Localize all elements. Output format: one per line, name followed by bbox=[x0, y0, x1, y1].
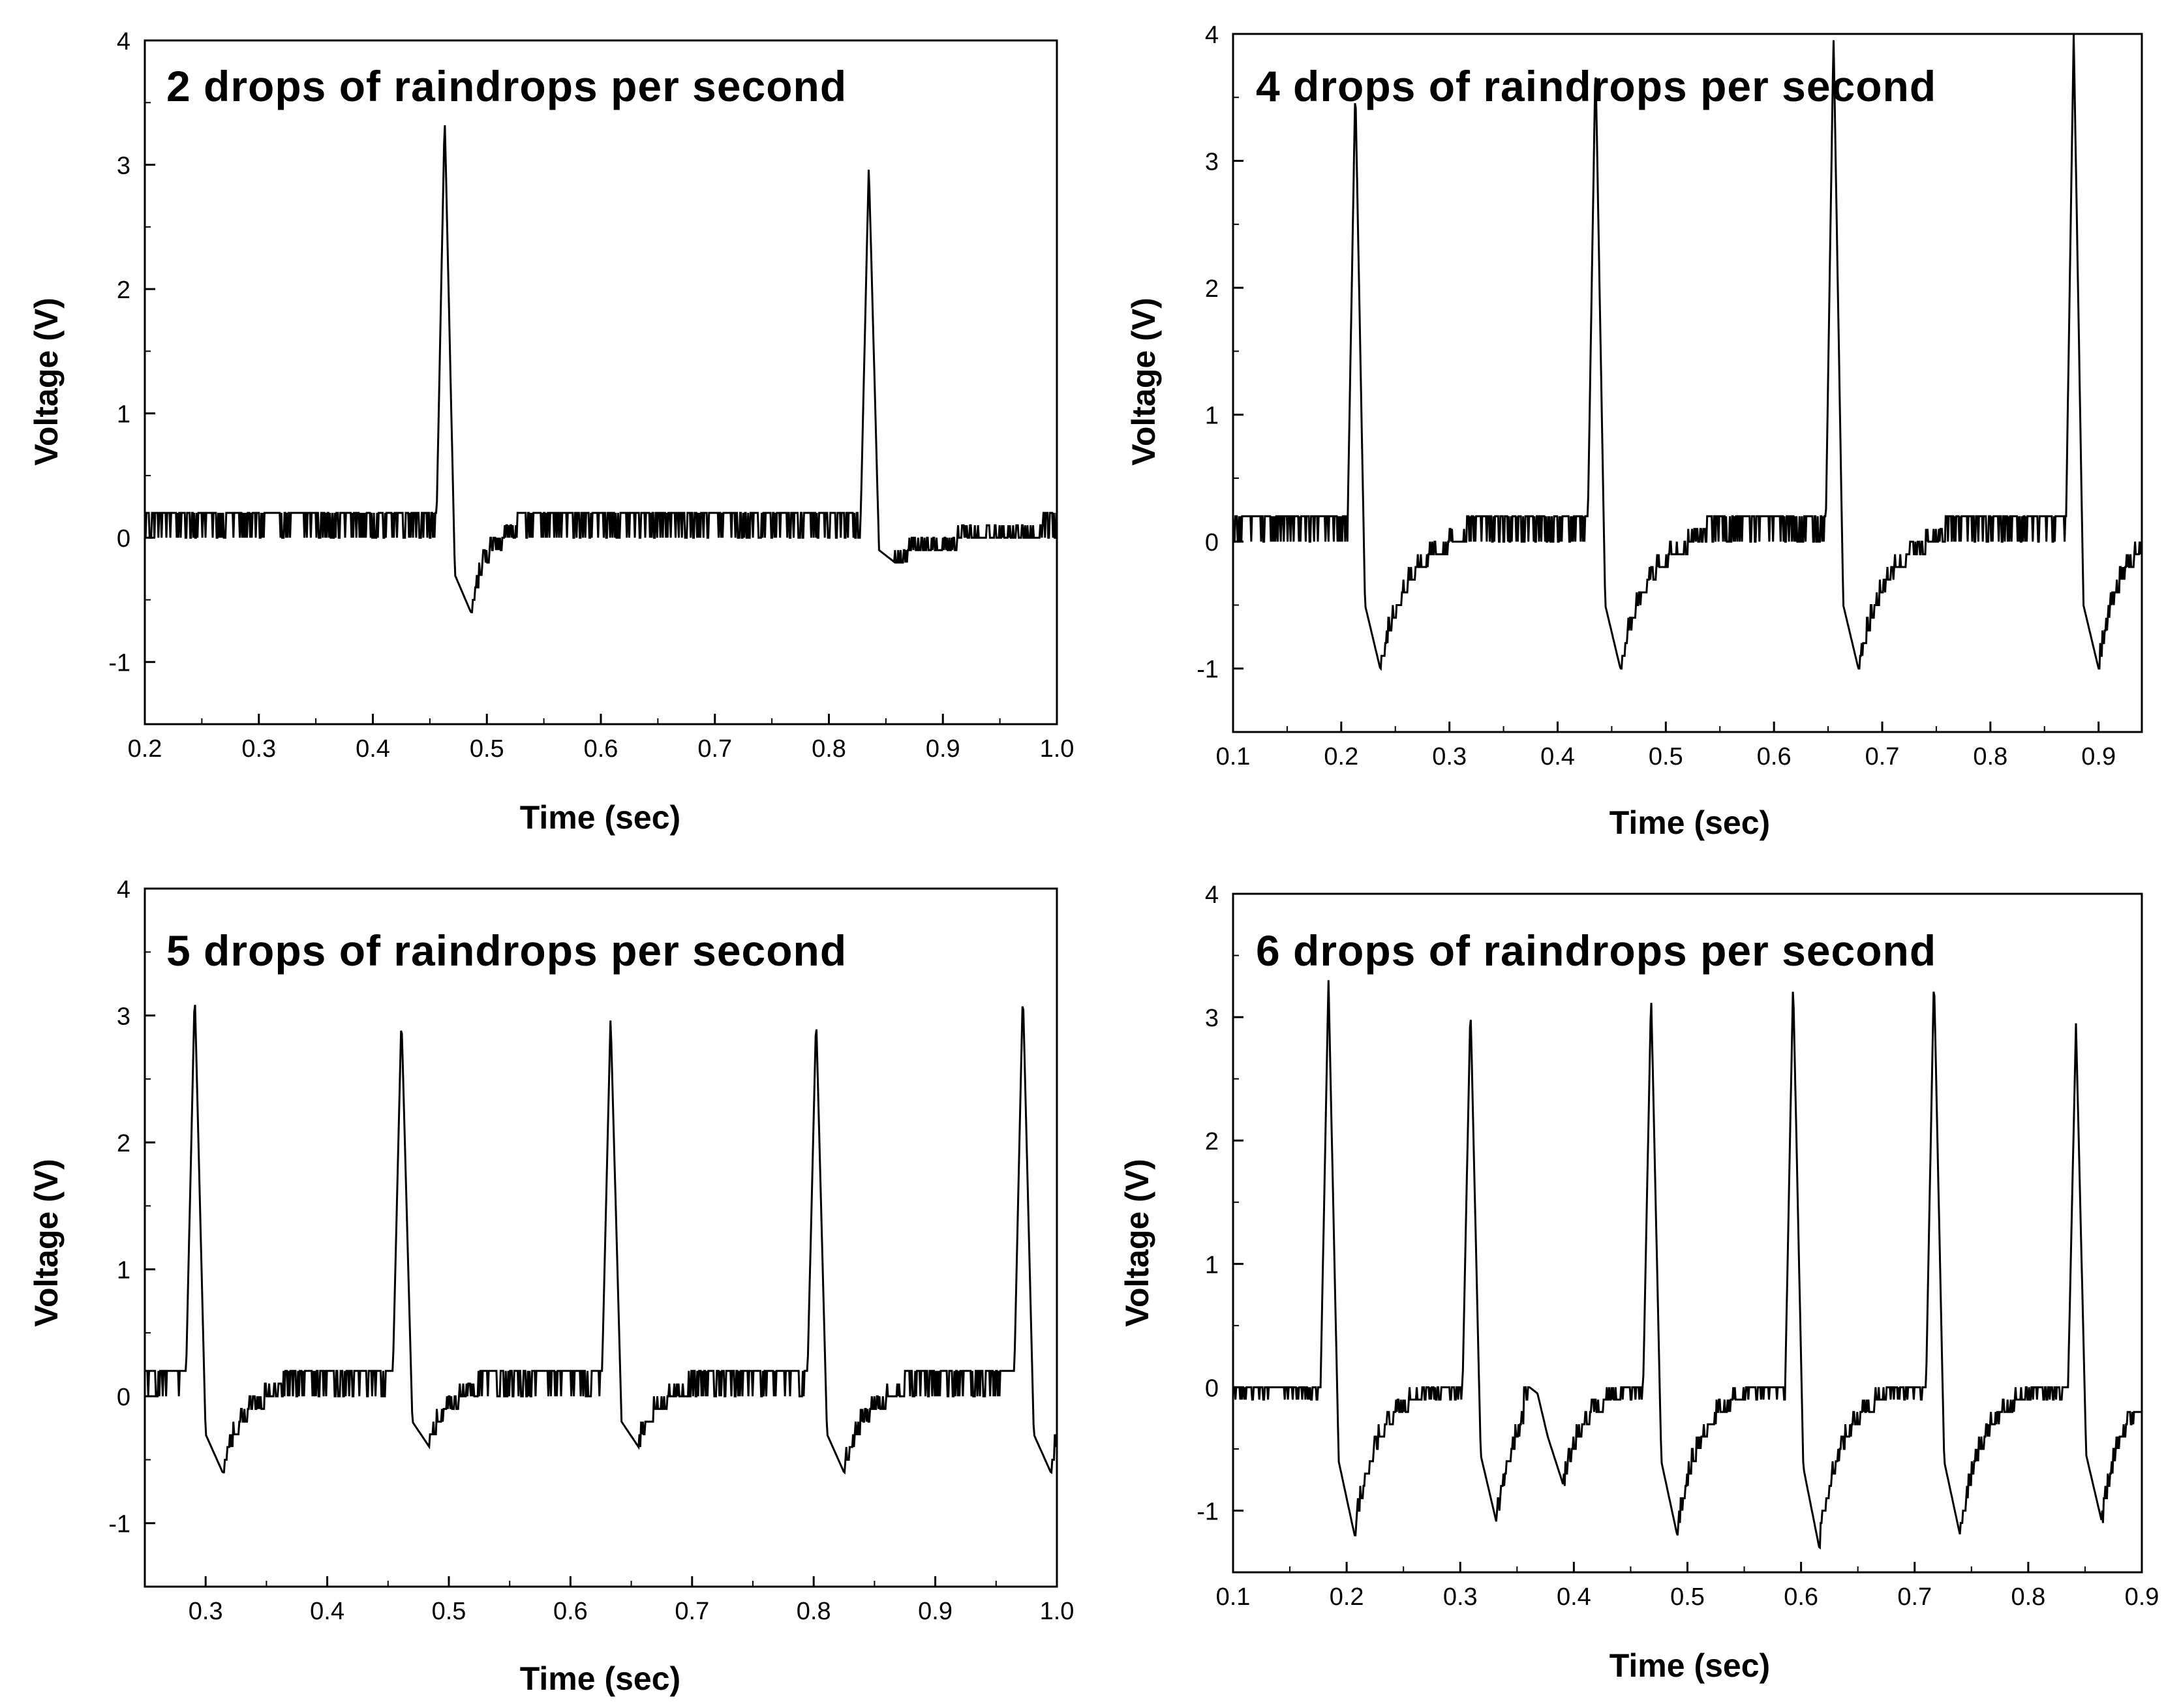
peak-point bbox=[1595, 59, 1596, 60]
x-tick-label: 0.9 bbox=[926, 735, 960, 763]
y-tick-label: 3 bbox=[117, 153, 130, 180]
y-tick-label: 2 bbox=[1205, 275, 1219, 303]
y-tick-label: -1 bbox=[108, 650, 130, 677]
peak-point bbox=[194, 990, 195, 991]
peak-point bbox=[1470, 1004, 1471, 1005]
x-tick-label: 0.1 bbox=[1216, 743, 1251, 770]
y-tick-label: 4 bbox=[1205, 881, 1219, 909]
peak-point bbox=[1651, 992, 1652, 993]
plot-frame bbox=[144, 887, 1058, 1588]
x-tick-label: 0.5 bbox=[1670, 1583, 1705, 1611]
y-tick-label: 1 bbox=[1205, 403, 1219, 430]
y-tick-label: 4 bbox=[117, 28, 130, 55]
panel-title: 5 drops of raindrops per second bbox=[166, 926, 847, 975]
x-tick-label: 0.2 bbox=[1324, 743, 1358, 770]
x-tick-label: 0.6 bbox=[553, 1598, 588, 1625]
x-tick-label: 0.7 bbox=[675, 1598, 709, 1625]
voltage-trace bbox=[1232, 33, 2143, 671]
x-tick-label: 1.0 bbox=[1040, 735, 1075, 763]
peak-point bbox=[444, 114, 446, 115]
x-tick-label: 0.6 bbox=[584, 735, 618, 763]
panel-title: 2 drops of raindrops per second bbox=[166, 62, 847, 110]
y-tick-label: -1 bbox=[1197, 1498, 1219, 1525]
voltage-trace bbox=[1233, 980, 2141, 1550]
x-tick-label: 0.7 bbox=[1897, 1583, 1932, 1611]
peak-point bbox=[868, 164, 870, 166]
y-tick-label: 3 bbox=[117, 1003, 130, 1031]
y-tick-label: 3 bbox=[1205, 149, 1219, 176]
y-tick-label: 2 bbox=[117, 1130, 130, 1157]
y-tick-label: 2 bbox=[1205, 1128, 1219, 1155]
x-tick-label: 1.0 bbox=[1040, 1598, 1075, 1625]
panel-5-drops: Time (sec) Voltage (V) 0.3 0.4 0.5 0.6 0.7 0.… bbox=[28, 876, 1074, 1697]
x-tick-label: 0.8 bbox=[1973, 743, 2007, 770]
x-tick-label: 0.1 bbox=[1216, 1583, 1251, 1611]
y-tick-label: 4 bbox=[1205, 22, 1219, 49]
x-axis-title: Time (sec) bbox=[1609, 1647, 1770, 1684]
x-axis-title: Time (sec) bbox=[1609, 804, 1770, 841]
peak-point bbox=[610, 1015, 611, 1016]
x-tick-label: 0.5 bbox=[470, 735, 504, 763]
x-tick-label: 0.7 bbox=[1865, 743, 1900, 770]
y-tick-label: 1 bbox=[1205, 1251, 1219, 1279]
y-tick-label: -1 bbox=[1197, 656, 1219, 684]
y-tick-label: 4 bbox=[117, 876, 130, 904]
x-tick-label: 0.6 bbox=[1757, 743, 1792, 770]
x-tick-label: 0.3 bbox=[1443, 1583, 1478, 1611]
peak-point bbox=[1792, 979, 1793, 981]
y-tick-label: 0 bbox=[1205, 1375, 1219, 1402]
panel-6-drops: Time (sec) Voltage (V) 0.1 0.2 0.3 0.4 0.5 0.… bbox=[1119, 881, 2159, 1684]
y-tick-label: 1 bbox=[117, 1257, 130, 1285]
x-tick-label: 0.8 bbox=[797, 1598, 831, 1625]
x-tick-label: 0.5 bbox=[432, 1598, 466, 1625]
y-tick-label: 0 bbox=[117, 1384, 130, 1411]
x-tick-label: 0.6 bbox=[1784, 1583, 1818, 1611]
panel-4-drops: Time (sec) Voltage (V) 0.1 0.2 0.3 0.4 0.5 0.… bbox=[1125, 22, 2143, 841]
voltage-trace bbox=[144, 125, 1058, 613]
panel-title: 4 drops of raindrops per second bbox=[1256, 62, 1936, 110]
x-tick-label: 0.5 bbox=[1649, 743, 1683, 770]
x-tick-label: 0.2 bbox=[128, 735, 162, 763]
y-axis-title: Voltage (V) bbox=[28, 297, 65, 465]
x-tick-label: 0.4 bbox=[310, 1598, 344, 1625]
y-tick-label: 1 bbox=[117, 401, 130, 429]
y-axis-title: Voltage (V) bbox=[28, 1159, 65, 1326]
x-tick-label: 0.4 bbox=[1540, 743, 1575, 770]
y-axis-title: Voltage (V) bbox=[1119, 1159, 1155, 1326]
x-tick-label: 0.3 bbox=[241, 735, 276, 763]
x-tick-label: 0.3 bbox=[189, 1598, 223, 1625]
y-tick-label: 0 bbox=[117, 525, 130, 553]
y-tick-label: 2 bbox=[117, 277, 130, 304]
y-axis-title: Voltage (V) bbox=[1125, 297, 1162, 465]
x-tick-label: 0.4 bbox=[1557, 1583, 1591, 1611]
peak-point bbox=[816, 1015, 817, 1016]
x-tick-label: 0.9 bbox=[2081, 743, 2116, 770]
x-tick-label: 0.8 bbox=[812, 735, 846, 763]
y-tick-label: 0 bbox=[1205, 529, 1219, 557]
y-tick-label: 3 bbox=[1205, 1005, 1219, 1032]
x-tick-label: 0.7 bbox=[697, 735, 732, 763]
peak-point bbox=[1022, 990, 1024, 991]
x-tick-label: 0.9 bbox=[2125, 1583, 2159, 1611]
panel-title: 6 drops of raindrops per second bbox=[1256, 926, 1936, 975]
plot-frame bbox=[144, 39, 1058, 725]
voltage-trace bbox=[145, 1005, 1058, 1475]
x-tick-label: 0.8 bbox=[2011, 1583, 2045, 1611]
x-axis-title: Time (sec) bbox=[520, 799, 680, 836]
x-tick-label: 0.4 bbox=[356, 735, 390, 763]
x-tick-label: 0.2 bbox=[1330, 1583, 1364, 1611]
x-tick-label: 0.9 bbox=[918, 1598, 953, 1625]
peak-point bbox=[401, 1015, 402, 1016]
x-tick-label: 0.3 bbox=[1432, 743, 1467, 770]
x-axis-title: Time (sec) bbox=[520, 1660, 680, 1697]
panel-2-drops: Time (sec) Voltage (V) 0.2 0.3 0.4 0.5 0.6 0.… bbox=[28, 28, 1074, 836]
y-tick-label: -1 bbox=[108, 1511, 130, 1538]
plot-frame bbox=[1232, 33, 2143, 733]
